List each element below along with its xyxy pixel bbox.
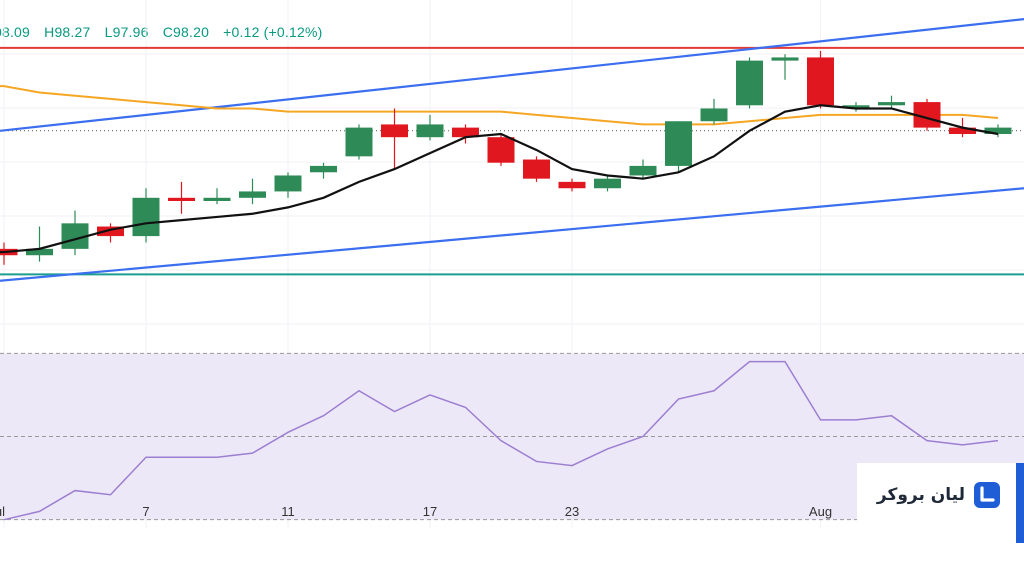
candle-body	[274, 175, 302, 192]
ohlc-high: H98.27	[44, 24, 91, 40]
x-tick-label: 23	[565, 504, 579, 519]
candle-body	[168, 197, 195, 201]
candle-body	[523, 159, 550, 179]
candle-body	[771, 57, 799, 61]
ohlc-low: L97.96	[104, 24, 149, 40]
candle-body	[736, 60, 763, 106]
candle-body	[629, 165, 657, 176]
candle-body	[203, 197, 231, 201]
brand-accent-bar	[1016, 463, 1024, 543]
brand-badge: لیان بروکر	[857, 463, 1017, 527]
candle-body	[345, 127, 373, 157]
candle-body	[949, 127, 976, 134]
candle-body	[132, 197, 160, 237]
ohlc-change: +0.12 (+0.12%)	[223, 24, 323, 40]
candle-body	[239, 191, 266, 198]
rsi-line	[3, 360, 999, 521]
x-tick-label: ul	[0, 504, 5, 519]
ohlc-close: C98.20	[162, 24, 210, 40]
candle-body	[807, 57, 834, 106]
ohlc-readout: 08.09 H98.27 L97.96 C98.20 +0.12 (+0.12%…	[0, 24, 332, 40]
channel-lower-line	[0, 187, 1024, 282]
brand-name: لیان بروکر	[876, 485, 965, 505]
ma-slow-line	[0, 85, 999, 126]
x-tick-label: Aug	[809, 504, 832, 519]
candle-body	[594, 178, 621, 189]
candle-body	[984, 127, 1012, 134]
candle-body	[310, 165, 337, 173]
ma-fast-line	[0, 104, 999, 254]
candle-body	[26, 248, 53, 256]
candle-body	[452, 127, 479, 138]
candle-body	[878, 102, 905, 106]
candle-body	[381, 124, 408, 138]
channel-upper-line	[0, 18, 1024, 132]
x-tick-label: 7	[142, 504, 149, 519]
candle-body	[558, 181, 586, 189]
candle-body	[487, 137, 515, 163]
broker-logo-icon	[974, 482, 1000, 508]
candle-body	[665, 121, 692, 166]
ohlc-open: 08.09	[0, 24, 31, 40]
candle-body	[416, 124, 444, 138]
candle-body	[842, 105, 870, 109]
candle-body	[700, 108, 728, 122]
x-tick-label: 11	[281, 504, 295, 519]
x-tick-label: 17	[423, 504, 437, 519]
candle-body	[97, 226, 124, 237]
